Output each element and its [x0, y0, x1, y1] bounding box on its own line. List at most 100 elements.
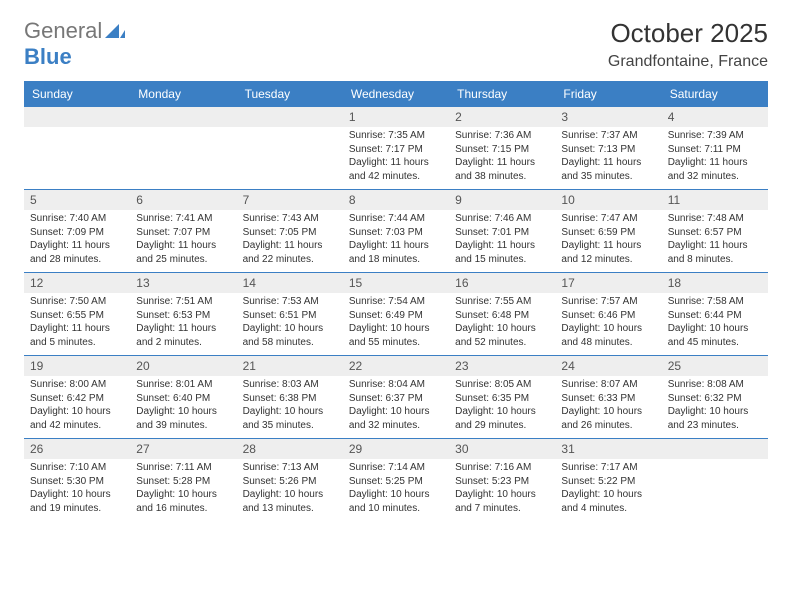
day-number: 18 [662, 273, 768, 293]
calendar-cell: 20Sunrise: 8:01 AMSunset: 6:40 PMDayligh… [130, 356, 236, 438]
day-details: Sunrise: 7:50 AMSunset: 6:55 PMDaylight:… [24, 293, 130, 355]
day-number: 5 [24, 190, 130, 210]
calendar-cell: 19Sunrise: 8:00 AMSunset: 6:42 PMDayligh… [24, 356, 130, 438]
day-details: Sunrise: 8:01 AMSunset: 6:40 PMDaylight:… [130, 376, 236, 438]
header: General Blue October 2025 Grandfontaine,… [24, 18, 768, 71]
day-details: Sunrise: 7:53 AMSunset: 6:51 PMDaylight:… [237, 293, 343, 355]
calendar: SundayMondayTuesdayWednesdayThursdayFrid… [24, 81, 768, 521]
title-block: October 2025 Grandfontaine, France [608, 18, 768, 71]
day-details: Sunrise: 7:57 AMSunset: 6:46 PMDaylight:… [555, 293, 661, 355]
day-number: 24 [555, 356, 661, 376]
calendar-cell [237, 107, 343, 189]
day-details: Sunrise: 7:16 AMSunset: 5:23 PMDaylight:… [449, 459, 555, 521]
day-details: Sunrise: 8:00 AMSunset: 6:42 PMDaylight:… [24, 376, 130, 438]
calendar-cell: 16Sunrise: 7:55 AMSunset: 6:48 PMDayligh… [449, 273, 555, 355]
day-number: 10 [555, 190, 661, 210]
day-number: 30 [449, 439, 555, 459]
dayname: Friday [555, 81, 661, 107]
calendar-cell: 25Sunrise: 8:08 AMSunset: 6:32 PMDayligh… [662, 356, 768, 438]
calendar-cell [24, 107, 130, 189]
day-number: 3 [555, 107, 661, 127]
calendar-cell: 15Sunrise: 7:54 AMSunset: 6:49 PMDayligh… [343, 273, 449, 355]
dayname: Tuesday [237, 81, 343, 107]
calendar-cell: 13Sunrise: 7:51 AMSunset: 6:53 PMDayligh… [130, 273, 236, 355]
dayname: Sunday [24, 81, 130, 107]
day-number-empty [24, 107, 130, 127]
calendar-cell: 23Sunrise: 8:05 AMSunset: 6:35 PMDayligh… [449, 356, 555, 438]
day-number: 14 [237, 273, 343, 293]
day-details: Sunrise: 7:48 AMSunset: 6:57 PMDaylight:… [662, 210, 768, 272]
logo-text-1: General [24, 18, 102, 43]
day-details: Sunrise: 7:37 AMSunset: 7:13 PMDaylight:… [555, 127, 661, 189]
day-details: Sunrise: 7:47 AMSunset: 6:59 PMDaylight:… [555, 210, 661, 272]
logo-text-2: Blue [24, 44, 72, 69]
day-details: Sunrise: 7:14 AMSunset: 5:25 PMDaylight:… [343, 459, 449, 521]
calendar-cell: 26Sunrise: 7:10 AMSunset: 5:30 PMDayligh… [24, 439, 130, 521]
page-title: October 2025 [608, 18, 768, 49]
day-number: 23 [449, 356, 555, 376]
calendar-cell: 1Sunrise: 7:35 AMSunset: 7:17 PMDaylight… [343, 107, 449, 189]
calendar-cell: 11Sunrise: 7:48 AMSunset: 6:57 PMDayligh… [662, 190, 768, 272]
day-number: 1 [343, 107, 449, 127]
calendar-cell: 29Sunrise: 7:14 AMSunset: 5:25 PMDayligh… [343, 439, 449, 521]
calendar-cell: 5Sunrise: 7:40 AMSunset: 7:09 PMDaylight… [24, 190, 130, 272]
weeks-grid: 1Sunrise: 7:35 AMSunset: 7:17 PMDaylight… [24, 107, 768, 521]
calendar-cell: 27Sunrise: 7:11 AMSunset: 5:28 PMDayligh… [130, 439, 236, 521]
dayname: Wednesday [343, 81, 449, 107]
day-details: Sunrise: 8:07 AMSunset: 6:33 PMDaylight:… [555, 376, 661, 438]
day-number: 27 [130, 439, 236, 459]
day-details: Sunrise: 8:08 AMSunset: 6:32 PMDaylight:… [662, 376, 768, 438]
logo: General Blue [24, 18, 125, 70]
calendar-cell [662, 439, 768, 521]
dayname-row: SundayMondayTuesdayWednesdayThursdayFrid… [24, 81, 768, 107]
week-row: 26Sunrise: 7:10 AMSunset: 5:30 PMDayligh… [24, 438, 768, 521]
calendar-cell: 21Sunrise: 8:03 AMSunset: 6:38 PMDayligh… [237, 356, 343, 438]
calendar-cell: 24Sunrise: 8:07 AMSunset: 6:33 PMDayligh… [555, 356, 661, 438]
day-details-empty [237, 127, 343, 135]
calendar-cell: 31Sunrise: 7:17 AMSunset: 5:22 PMDayligh… [555, 439, 661, 521]
calendar-cell: 17Sunrise: 7:57 AMSunset: 6:46 PMDayligh… [555, 273, 661, 355]
day-number: 16 [449, 273, 555, 293]
day-details: Sunrise: 7:11 AMSunset: 5:28 PMDaylight:… [130, 459, 236, 521]
day-details: Sunrise: 7:51 AMSunset: 6:53 PMDaylight:… [130, 293, 236, 355]
day-details: Sunrise: 7:44 AMSunset: 7:03 PMDaylight:… [343, 210, 449, 272]
day-number: 2 [449, 107, 555, 127]
day-details: Sunrise: 7:54 AMSunset: 6:49 PMDaylight:… [343, 293, 449, 355]
calendar-cell: 2Sunrise: 7:36 AMSunset: 7:15 PMDaylight… [449, 107, 555, 189]
calendar-cell: 12Sunrise: 7:50 AMSunset: 6:55 PMDayligh… [24, 273, 130, 355]
dayname: Saturday [662, 81, 768, 107]
day-number: 26 [24, 439, 130, 459]
week-row: 1Sunrise: 7:35 AMSunset: 7:17 PMDaylight… [24, 107, 768, 189]
dayname: Monday [130, 81, 236, 107]
calendar-cell: 9Sunrise: 7:46 AMSunset: 7:01 PMDaylight… [449, 190, 555, 272]
dayname: Thursday [449, 81, 555, 107]
day-details-empty [24, 127, 130, 135]
day-details: Sunrise: 7:40 AMSunset: 7:09 PMDaylight:… [24, 210, 130, 272]
calendar-cell: 7Sunrise: 7:43 AMSunset: 7:05 PMDaylight… [237, 190, 343, 272]
day-number: 25 [662, 356, 768, 376]
day-number-empty [237, 107, 343, 127]
calendar-cell: 4Sunrise: 7:39 AMSunset: 7:11 PMDaylight… [662, 107, 768, 189]
logo-sail-icon [105, 18, 125, 44]
day-number: 22 [343, 356, 449, 376]
day-number: 4 [662, 107, 768, 127]
day-details: Sunrise: 8:03 AMSunset: 6:38 PMDaylight:… [237, 376, 343, 438]
day-details: Sunrise: 7:36 AMSunset: 7:15 PMDaylight:… [449, 127, 555, 189]
day-number: 9 [449, 190, 555, 210]
calendar-cell: 28Sunrise: 7:13 AMSunset: 5:26 PMDayligh… [237, 439, 343, 521]
day-details: Sunrise: 7:46 AMSunset: 7:01 PMDaylight:… [449, 210, 555, 272]
day-number: 7 [237, 190, 343, 210]
day-number: 13 [130, 273, 236, 293]
week-row: 19Sunrise: 8:00 AMSunset: 6:42 PMDayligh… [24, 355, 768, 438]
day-details: Sunrise: 8:04 AMSunset: 6:37 PMDaylight:… [343, 376, 449, 438]
week-row: 5Sunrise: 7:40 AMSunset: 7:09 PMDaylight… [24, 189, 768, 272]
day-details-empty [130, 127, 236, 135]
day-details-empty [662, 459, 768, 467]
day-number: 28 [237, 439, 343, 459]
calendar-cell: 18Sunrise: 7:58 AMSunset: 6:44 PMDayligh… [662, 273, 768, 355]
day-number: 17 [555, 273, 661, 293]
day-number-empty [130, 107, 236, 127]
day-number: 15 [343, 273, 449, 293]
day-details: Sunrise: 8:05 AMSunset: 6:35 PMDaylight:… [449, 376, 555, 438]
day-number-empty [662, 439, 768, 459]
